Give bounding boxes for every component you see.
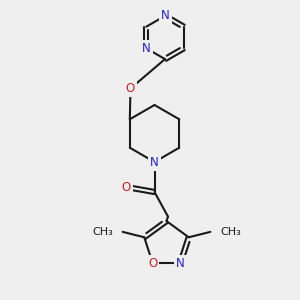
Text: O: O [148,257,158,270]
Text: CH₃: CH₃ [92,227,113,237]
Text: N: N [176,257,184,270]
Text: N: N [142,42,151,55]
Text: N: N [160,9,169,22]
Text: O: O [122,181,130,194]
Text: CH₃: CH₃ [220,227,241,237]
Text: N: N [150,155,159,169]
Text: O: O [126,82,135,95]
